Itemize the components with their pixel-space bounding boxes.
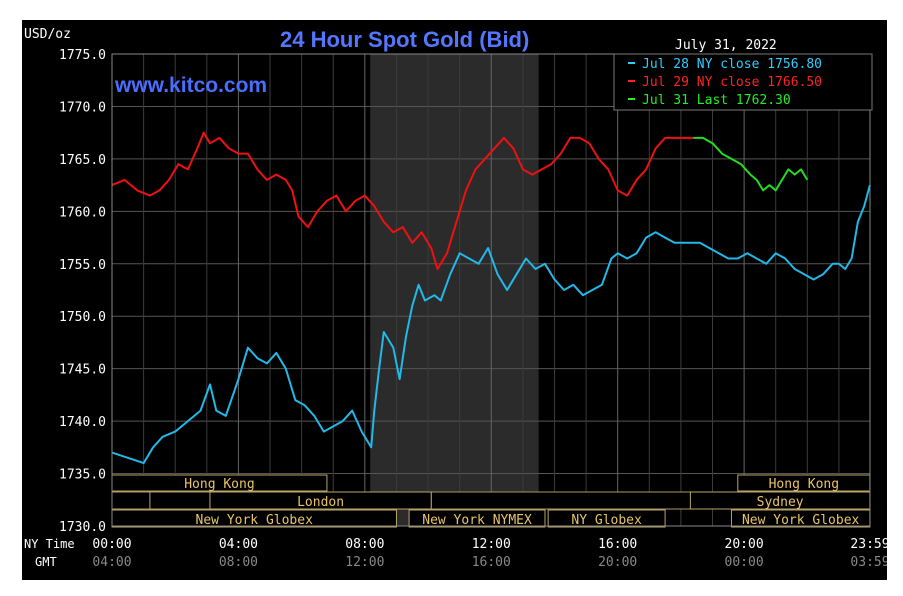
x-tick-label-ny: 16:00: [598, 537, 637, 552]
legend: Jul 28 NY close 1756.80 Jul 29 NY close …: [613, 53, 873, 111]
kitco-watermark: www.kitco.com: [114, 74, 267, 97]
session-label: New York NYMEX: [422, 513, 532, 528]
x-tick-label-ny: 23:59: [850, 537, 887, 552]
market-sessions: Hong Kong Hong Kong London Sydney New York G…: [111, 474, 871, 528]
chart-title: 24 Hour Spot Gold (Bid): [280, 27, 529, 52]
legend-label-jul28: Jul 28 NY close 1756.80: [642, 57, 822, 72]
x-tick-label-gmt: 08:00: [219, 555, 258, 570]
legend-label-jul31: Jul 31 Last 1762.30: [642, 93, 791, 108]
x-tick-label-ny: 12:00: [472, 537, 511, 552]
session-box: [408, 509, 546, 528]
x-tick-label-gmt: 12:00: [345, 555, 384, 570]
ny-session-shading: [370, 54, 539, 526]
x-row-label-gmt: GMT: [35, 555, 57, 569]
session-label: New York Globex: [196, 513, 314, 528]
session-label: NY Globex: [571, 513, 642, 528]
chart-date: July 31, 2022: [675, 38, 777, 53]
series-line-jul-31: [693, 136, 809, 192]
axes: 1775.0 1770.0 1765.0 1760.0 1755.0 1750.0 1745…: [24, 48, 890, 570]
session-label: Hong Kong: [769, 477, 839, 492]
y-axis-unit-label: USD/oz: [24, 27, 71, 42]
x-tick-label-ny: 04:00: [219, 537, 258, 552]
legend-label-jul29: Jul 29 NY close 1766.50: [642, 75, 822, 90]
session-box: [547, 509, 666, 528]
series-line-jul-29: [111, 131, 694, 270]
y-tick-label: 1765.0: [59, 153, 106, 168]
x-tick-label-ny: 08:00: [345, 537, 384, 552]
x-row-label-ny: NY Time: [24, 537, 75, 551]
x-tick-label-ny: 00:00: [92, 537, 131, 552]
session-box: [209, 491, 432, 510]
gold-price-chart: Hong Kong Hong Kong London Sydney New York G…: [24, 27, 890, 570]
session-label: New York Globex: [742, 513, 860, 528]
session-label: London: [297, 495, 344, 510]
session-label: Hong Kong: [184, 477, 254, 492]
y-tick-label: 1755.0: [59, 258, 106, 273]
session-label: Sydney: [757, 495, 804, 510]
y-tick-label: 1735.0: [59, 468, 106, 483]
session-box: [111, 491, 151, 510]
chart-container: Hong Kong Hong Kong London Sydney New York G…: [22, 20, 890, 580]
y-tick-label: 1750.0: [59, 310, 106, 325]
series-line-jul-28: [111, 184, 871, 465]
y-tick-label: 1775.0: [59, 48, 106, 63]
y-tick-label: 1745.0: [59, 363, 106, 378]
x-tick-label-gmt: 16:00: [472, 555, 511, 570]
x-tick-label-gmt: 04:00: [92, 555, 131, 570]
y-tick-label: 1740.0: [59, 415, 106, 430]
series-lines: [111, 131, 871, 465]
plot-border: [111, 53, 871, 527]
session-box: [149, 491, 211, 510]
x-tick-label-gmt: 03:59: [850, 555, 887, 570]
y-tick-label: 1730.0: [59, 520, 106, 535]
x-tick-label-ny: 20:00: [725, 537, 764, 552]
y-tick-label: 1770.0: [59, 100, 106, 115]
x-tick-label-gmt: 00:00: [725, 555, 764, 570]
y-tick-label: 1760.0: [59, 205, 106, 220]
x-tick-label-gmt: 20:00: [598, 555, 637, 570]
